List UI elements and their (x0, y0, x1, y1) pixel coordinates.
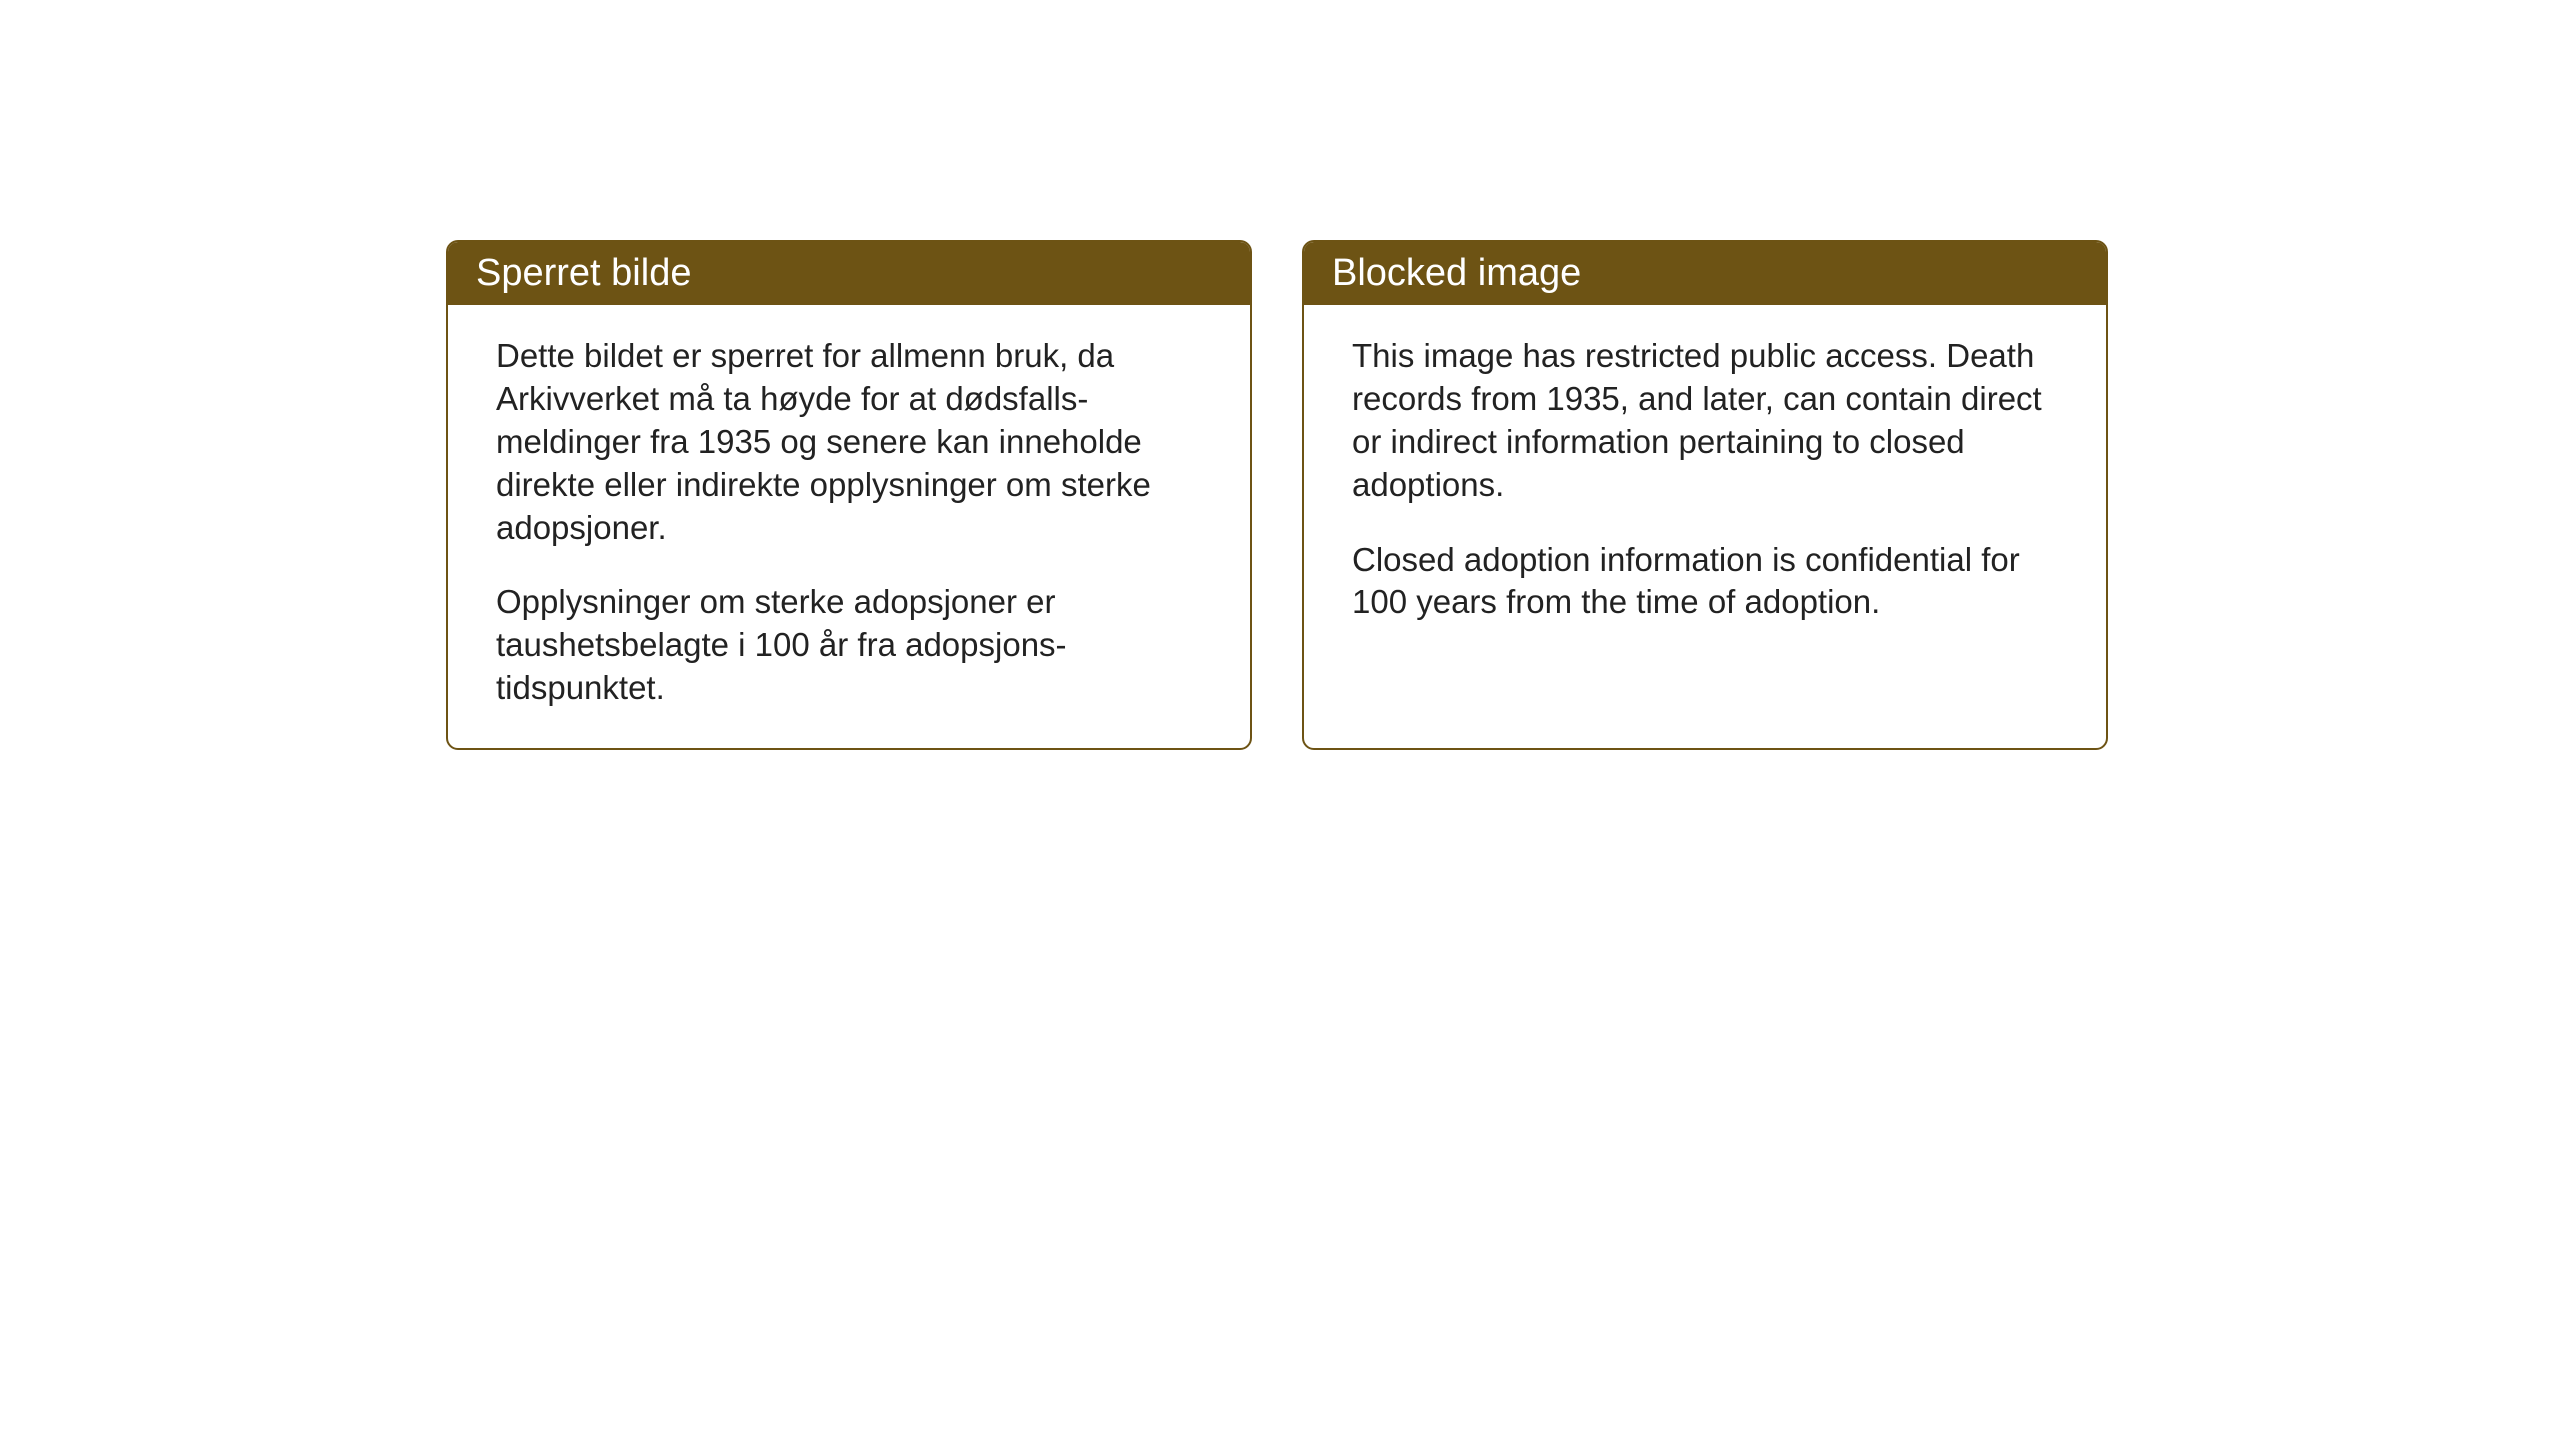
notice-card-norwegian: Sperret bilde Dette bildet er sperret fo… (446, 240, 1252, 750)
notice-card-english: Blocked image This image has restricted … (1302, 240, 2108, 750)
card-body-norwegian: Dette bildet er sperret for allmenn bruk… (448, 305, 1250, 750)
card-title-norwegian: Sperret bilde (448, 242, 1250, 305)
card-title-english: Blocked image (1304, 242, 2106, 305)
card-paragraph-2-english: Closed adoption information is confident… (1352, 539, 2058, 625)
card-paragraph-1-english: This image has restricted public access.… (1352, 335, 2058, 507)
card-paragraph-1-norwegian: Dette bildet er sperret for allmenn bruk… (496, 335, 1202, 549)
notice-cards-container: Sperret bilde Dette bildet er sperret fo… (446, 240, 2108, 750)
card-body-english: This image has restricted public access.… (1304, 305, 2106, 664)
card-paragraph-2-norwegian: Opplysninger om sterke adopsjoner er tau… (496, 581, 1202, 710)
